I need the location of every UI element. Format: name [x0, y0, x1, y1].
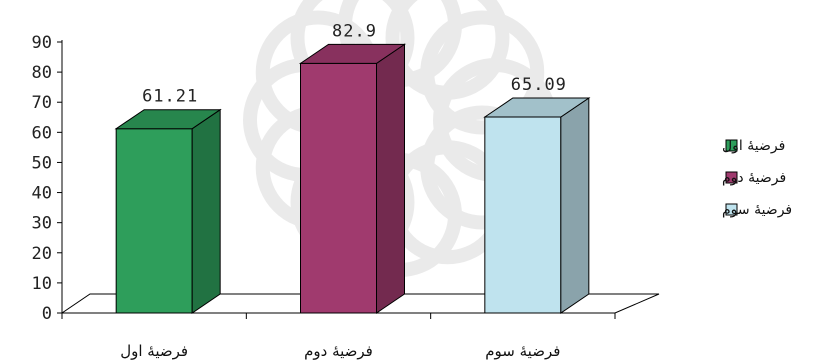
- legend-swatch: [725, 139, 738, 152]
- watermark-petal: [385, 0, 510, 100]
- data-label: 61.21: [142, 87, 198, 107]
- bar-2: [298, 43, 407, 314]
- data-label: 82.9: [332, 21, 377, 41]
- y-tick-label: 10: [32, 274, 52, 294]
- bar-1: [114, 108, 222, 314]
- y-tick-label: 20: [32, 244, 52, 264]
- legend-item: فرضيۀ دوم: [722, 170, 786, 186]
- bar-top: [298, 43, 407, 64]
- y-tick-label: 80: [32, 63, 52, 83]
- bar-3: [483, 97, 591, 314]
- bar-side: [376, 43, 405, 314]
- y-tick-label: 60: [32, 123, 52, 143]
- bar-front: [115, 128, 193, 314]
- x-category-label: فرضيۀ اول: [120, 342, 188, 360]
- x-category-label: فرضيۀ سوم: [485, 342, 560, 360]
- legend-item: فرضيۀ اول: [722, 138, 785, 154]
- bar-side: [191, 108, 221, 314]
- y-tick-label: 90: [32, 33, 52, 53]
- bar-front: [484, 116, 562, 314]
- x-category-label: فرضيۀ دوم: [304, 342, 373, 360]
- y-tick-label: 70: [32, 93, 52, 113]
- bar-top: [483, 97, 591, 118]
- legend-swatch: [725, 203, 738, 216]
- data-label: 65.09: [511, 75, 567, 95]
- bar-front: [300, 62, 377, 314]
- legend-label: فرضيۀ اول: [722, 138, 785, 154]
- y-tick-label: 0: [42, 304, 52, 324]
- y-tick-label: 50: [32, 153, 52, 173]
- legend-label: فرضيۀ دوم: [722, 170, 786, 186]
- bar-top: [114, 109, 222, 130]
- legend-label: فرضيۀ سوم: [722, 202, 792, 218]
- legend-item: فرضيۀ سوم: [722, 202, 792, 218]
- legend-swatch: [725, 171, 738, 184]
- watermark-petal: [420, 10, 545, 135]
- y-tick-label: 30: [32, 214, 52, 234]
- bar-side: [560, 97, 590, 314]
- y-tick-label: 40: [32, 184, 52, 204]
